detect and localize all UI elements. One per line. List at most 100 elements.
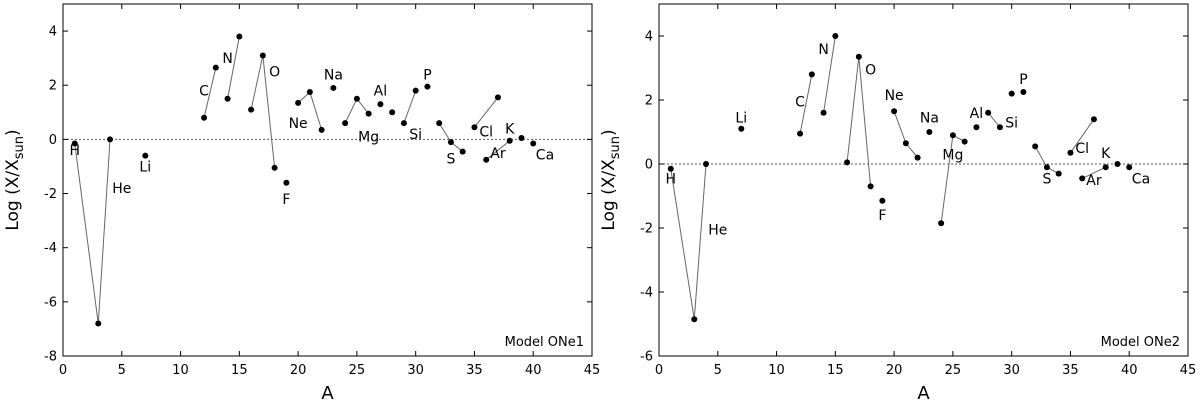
x-tick-label: 30 <box>407 363 424 378</box>
y-tick-label: -6 <box>640 350 653 365</box>
y-tick-label: 2 <box>645 94 653 109</box>
element-label: Ne <box>289 116 308 132</box>
element-label: C <box>199 84 209 100</box>
x-tick-label: 25 <box>349 363 366 378</box>
x-tick-label: 20 <box>290 363 307 378</box>
element-label: Ar <box>1086 173 1102 189</box>
data-point <box>471 124 478 131</box>
data-point <box>879 197 886 204</box>
chart-panel-one1: 0 5 10 15 20 25 30 35 40 45 -8 -6 -4 -2 0 2 4 H He Li C N O F Ne… <box>3 3 600 404</box>
data-point <box>926 129 933 135</box>
data-point <box>318 126 325 133</box>
data-point <box>283 179 290 186</box>
element-label: H <box>69 143 80 159</box>
data-point <box>377 101 384 108</box>
y-axis-label: Log (X/Xsun) <box>3 129 27 230</box>
element-label: F <box>282 192 290 208</box>
connector-line <box>905 142 919 158</box>
data-point <box>844 159 851 166</box>
data-point <box>1126 164 1133 171</box>
connector-line <box>1034 146 1048 168</box>
y-tick-label: -4 <box>44 241 57 256</box>
connector-line <box>670 168 695 320</box>
x-axis-label: A <box>321 383 334 404</box>
data-point <box>808 71 815 78</box>
data-point <box>1020 89 1027 95</box>
data-point <box>342 120 349 127</box>
element-label: K <box>1101 146 1111 162</box>
data-point <box>389 109 396 116</box>
connector-line <box>344 98 358 124</box>
data-point <box>902 140 909 147</box>
data-point <box>985 109 992 116</box>
element-label: Li <box>139 159 151 175</box>
data-point <box>530 140 537 147</box>
y-axis-label-main: Log (X/X <box>3 159 23 231</box>
data-point <box>483 156 490 163</box>
connector-line <box>1081 166 1106 179</box>
data-point <box>1067 149 1074 156</box>
data-point <box>412 87 419 94</box>
x-tick-label: 30 <box>1003 363 1020 378</box>
connector-line <box>1070 118 1095 154</box>
connector-line <box>250 55 264 110</box>
x-tick-label: 40 <box>1121 363 1138 378</box>
data-point <box>855 53 862 60</box>
data-point <box>1032 143 1039 150</box>
data-point <box>832 33 839 39</box>
element-label: Mg <box>942 147 963 163</box>
data-point <box>424 83 431 90</box>
y-tick-label: -2 <box>640 222 653 237</box>
data-point <box>201 114 208 121</box>
connector-line <box>846 56 860 163</box>
y-tick-label: -4 <box>640 286 653 301</box>
y-axis-label-close: ) <box>3 129 23 136</box>
connector-line <box>97 139 111 324</box>
model-annotation: Model ONe2 <box>1101 335 1180 350</box>
element-label: Al <box>970 106 983 122</box>
data-point <box>248 106 255 113</box>
element-label: Ca <box>1132 171 1150 187</box>
x-tick-label: 25 <box>945 363 962 378</box>
data-point <box>436 120 443 127</box>
data-point <box>259 52 266 59</box>
element-label: Al <box>374 84 387 100</box>
data-point <box>518 135 525 142</box>
data-point <box>891 108 898 115</box>
connector-line <box>262 55 276 168</box>
plot-frame <box>658 3 1189 357</box>
element-label: S <box>1042 171 1051 187</box>
element-label: F <box>878 208 886 224</box>
data-point <box>459 148 466 155</box>
element-label: S <box>446 151 455 167</box>
x-tick-label: 0 <box>655 363 663 378</box>
element-label: Ne <box>885 88 904 104</box>
element-label: H <box>665 171 676 187</box>
data-point <box>224 95 231 102</box>
element-label: Ar <box>490 146 506 162</box>
data-point <box>236 33 243 40</box>
connector-line <box>987 112 1001 128</box>
element-label: Na <box>324 67 343 83</box>
x-tick-label: 35 <box>466 363 483 378</box>
y-tick-label: 4 <box>645 30 653 45</box>
data-point <box>1055 170 1062 177</box>
x-tick-label: 10 <box>768 363 785 378</box>
data-point <box>1102 164 1109 171</box>
plot-frame <box>62 3 593 357</box>
y-axis-label-subscript: sun <box>608 136 623 159</box>
y-tick-label: -6 <box>44 295 57 310</box>
data-point <box>914 154 921 161</box>
element-label: P <box>423 67 431 83</box>
y-axis-label: Log (X/Xsun) <box>599 129 623 230</box>
element-label: He <box>708 223 727 239</box>
data-point <box>973 124 980 131</box>
connector-line <box>309 91 323 131</box>
data-point <box>691 316 698 323</box>
data-point <box>365 110 372 117</box>
data-point <box>212 64 219 71</box>
y-tick-label: 2 <box>49 79 57 94</box>
data-point <box>271 164 278 171</box>
connector-line <box>403 90 417 124</box>
